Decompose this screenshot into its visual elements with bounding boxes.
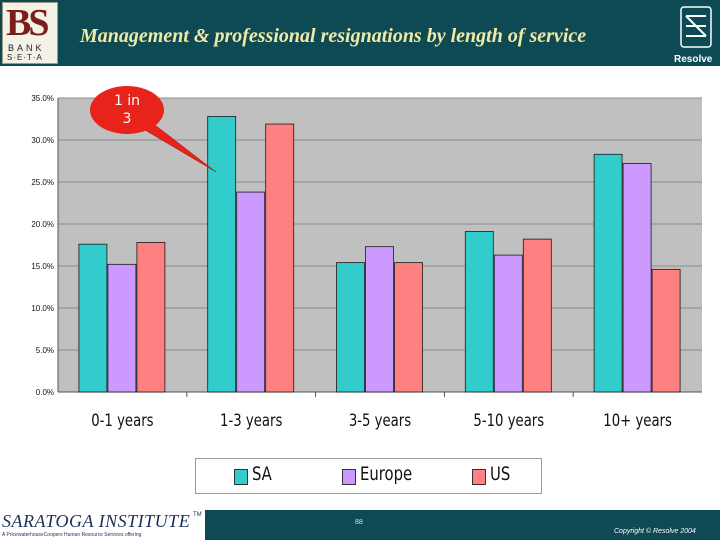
chart-legend: SA Europe US bbox=[195, 458, 542, 494]
bar-europe-3 bbox=[493, 254, 523, 393]
y-tick-label: 20.0% bbox=[31, 220, 54, 229]
resolve-logo-icon bbox=[680, 6, 712, 48]
callout-bubble bbox=[90, 86, 164, 134]
x-category-label: 10+ years bbox=[603, 410, 672, 430]
y-tick-label: 30.0% bbox=[31, 136, 54, 145]
page-number: 88 bbox=[355, 519, 363, 526]
bar-sa-0 bbox=[78, 243, 108, 393]
y-tick-label: 10.0% bbox=[31, 304, 54, 313]
bar-sa-2 bbox=[336, 262, 365, 393]
saratoga-tm: TM bbox=[193, 512, 202, 518]
callout-line-1: 1 in bbox=[113, 93, 141, 109]
bank-seta-logo: BS BANK S·E·T·A bbox=[2, 2, 58, 64]
saratoga-logo-text: SARATOGA INSTITUTE bbox=[2, 511, 191, 531]
bar-us-3 bbox=[522, 238, 552, 393]
logo-bank-text: BANK bbox=[8, 43, 45, 53]
callout-annotation: 1 in 3 bbox=[98, 92, 156, 128]
callout-line-2: 3 bbox=[122, 111, 132, 127]
copyright-text: Copyright © Resolve 2004 bbox=[614, 528, 696, 535]
bar-sa-4 bbox=[593, 153, 623, 393]
legend-swatch-europe bbox=[342, 469, 356, 485]
bar-sa-3 bbox=[464, 231, 494, 393]
saratoga-subtitle: A PricewaterhouseCoopers Human Resource … bbox=[2, 532, 142, 538]
saratoga-logo: SARATOGA INSTITUTE TM A PricewaterhouseC… bbox=[0, 510, 205, 540]
resolve-label: Resolve bbox=[674, 54, 713, 65]
bar-europe-0 bbox=[107, 263, 137, 393]
bar-us-4 bbox=[651, 268, 681, 393]
legend-label-sa: SA bbox=[252, 463, 272, 485]
bar-europe-4 bbox=[622, 163, 652, 393]
x-category-label: 0-1 years bbox=[91, 410, 153, 430]
logo-seta-text: S·E·T·A bbox=[7, 53, 43, 62]
bar-sa-1 bbox=[207, 116, 237, 393]
y-tick-label: 35.0% bbox=[31, 94, 54, 103]
legend-swatch-us bbox=[472, 469, 486, 485]
y-tick-label: 0.0% bbox=[36, 388, 54, 397]
footer-bar: SARATOGA INSTITUTE TM A PricewaterhouseC… bbox=[0, 510, 720, 540]
legend-swatch-sa bbox=[234, 469, 248, 485]
legend-label-us: US bbox=[490, 463, 511, 485]
header-bar: BS BANK S·E·T·A Management & professiona… bbox=[0, 0, 720, 66]
logo-bs-mark: BS bbox=[6, 2, 50, 44]
bar-us-1 bbox=[265, 123, 295, 393]
y-tick-label: 5.0% bbox=[36, 346, 54, 355]
bar-us-2 bbox=[394, 262, 423, 393]
bar-europe-1 bbox=[236, 191, 266, 393]
x-category-label: 3-5 years bbox=[349, 410, 411, 430]
bar-europe-2 bbox=[365, 246, 394, 393]
x-category-label: 5-10 years bbox=[473, 410, 544, 430]
page-title: Management & professional resignations b… bbox=[80, 25, 587, 47]
legend-label-europe: Europe bbox=[360, 463, 413, 485]
x-category-label: 1-3 years bbox=[220, 410, 282, 430]
bar-us-0 bbox=[136, 242, 166, 393]
y-tick-label: 25.0% bbox=[31, 178, 54, 187]
bar-chart: 0.0% 5.0% 10.0% 15.0% 20.0% 25.0% 30.0% 35.0% 0-… bbox=[31, 86, 702, 430]
y-tick-label: 15.0% bbox=[31, 262, 54, 271]
